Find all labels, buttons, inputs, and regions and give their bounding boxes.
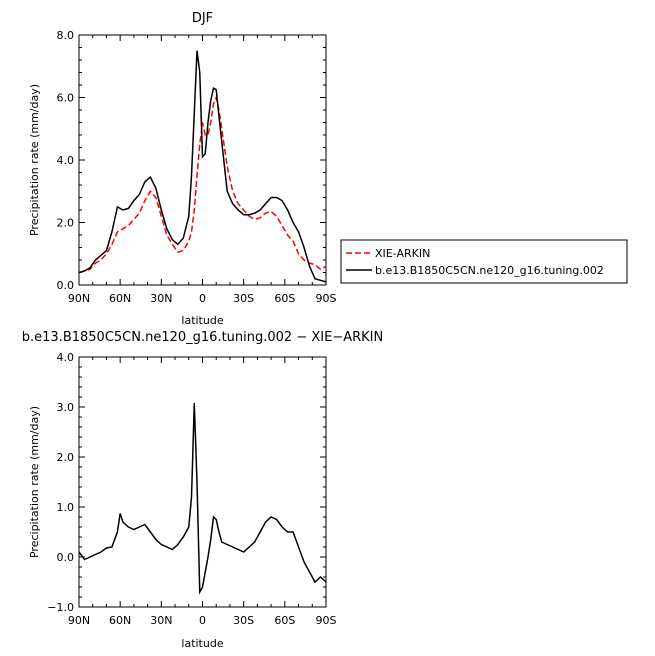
y-tick-label: 4.0 — [57, 351, 75, 364]
y-tick-label: 8.0 — [57, 29, 75, 42]
legend-entry-label: b.e13.B1850C5CN.ne120_g16.tuning.002 — [375, 264, 604, 277]
x-tick-label: 30N — [150, 614, 172, 627]
y-tick-label: −1.0 — [47, 601, 74, 614]
x-tick-label: 90N — [68, 292, 90, 305]
chart-title: DJF — [192, 11, 213, 26]
x-tick-label: 90S — [316, 292, 337, 305]
plot-frame — [78, 356, 327, 608]
x-tick-label: 0 — [199, 614, 206, 627]
x-tick-label: 90S — [316, 614, 337, 627]
x-tick-label: 60N — [109, 614, 131, 627]
y-tick-label: 0.0 — [57, 279, 75, 292]
bottom-panel-difference: 90N 60N 30N 0 30S 60S 90S −1.0 0.0 1.0 2.0 3.0 4.0 b.… — [22, 330, 383, 650]
series-line-xie-arkin — [79, 95, 326, 274]
x-axis-title: latitude — [181, 314, 223, 327]
x-tick-label: 30N — [150, 292, 172, 305]
x-tick-label: 60S — [274, 292, 295, 305]
chart-title: b.e13.B1850C5CN.ne120_g16.tuning.002 − X… — [22, 330, 383, 345]
x-axis-title: latitude — [181, 637, 223, 650]
legend: XIE-ARKIN b.e13.B1850C5CN.ne120_g16.tunin… — [340, 239, 628, 284]
x-tick-label: 0 — [199, 292, 206, 305]
x-tick-label: 30S — [233, 292, 254, 305]
x-tick-label: 60N — [109, 292, 131, 305]
y-axis-title: Precipitation rate (mm/day) — [28, 406, 41, 558]
y-tick-label: 6.0 — [57, 92, 75, 105]
y-tick-label: 3.0 — [57, 401, 75, 414]
x-tick-label: 60S — [274, 614, 295, 627]
series-line-b-e13-b1850c5cn-ne120-g16-tuning-002 — [79, 50, 326, 283]
plot-frame — [78, 34, 327, 286]
series-line-difference — [79, 402, 326, 595]
y-tick-label: 2.0 — [57, 451, 75, 464]
y-tick-label: 4.0 — [57, 154, 75, 167]
x-tick-label: 90N — [68, 614, 90, 627]
x-tick-label: 30S — [233, 614, 254, 627]
y-tick-label: 0.0 — [57, 551, 75, 564]
y-tick-label: 2.0 — [57, 217, 75, 230]
legend-entry-label: XIE-ARKIN — [375, 247, 430, 260]
y-tick-label: 1.0 — [57, 501, 75, 514]
top-panel-djf: 90N 60N 30N 0 30S 60S 90S 0.0 2.0 4.0 6.0 8.0 DJF lat… — [28, 11, 337, 327]
y-axis-title: Precipitation rate (mm/day) — [28, 84, 41, 236]
legend-box — [340, 239, 628, 284]
